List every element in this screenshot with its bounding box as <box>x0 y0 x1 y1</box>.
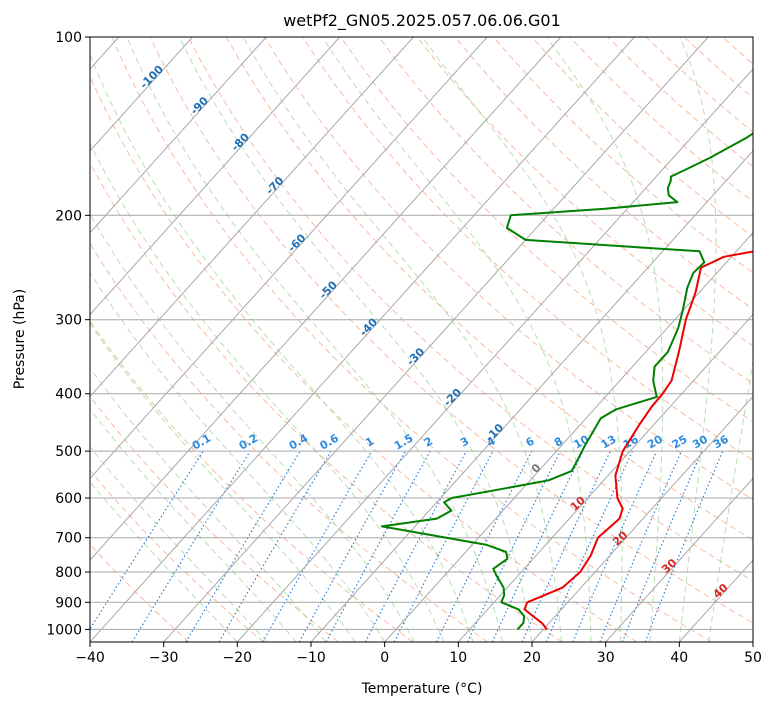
x-tick-label: −10 <box>296 650 326 666</box>
mixing-ratio-line <box>545 450 633 642</box>
moist-adiabat-line <box>421 37 623 642</box>
plot-background <box>90 37 753 642</box>
mixing-ratio-line <box>599 450 682 642</box>
isotherm-line <box>457 313 753 642</box>
x-tick-label: 0 <box>380 650 389 666</box>
moist-adiabat-line <box>90 322 356 642</box>
isotherm-line <box>90 37 635 642</box>
y-tick-label: 400 <box>55 387 82 403</box>
y-tick-label: 200 <box>55 208 82 224</box>
dry-adiabat-line <box>90 469 264 642</box>
mixing-ratio-line <box>364 450 467 642</box>
moist-adiabat-line <box>322 37 592 642</box>
isotherm-line <box>310 150 753 642</box>
moist-adiabat-line <box>90 445 268 642</box>
y-tick-label: 700 <box>55 531 82 547</box>
moist-adiabat-line <box>90 481 238 642</box>
isotherm-line <box>90 37 341 316</box>
mixing-ratio-line <box>644 450 724 642</box>
y-tick-label: 500 <box>55 444 82 460</box>
dewpoint-profile-line <box>380 132 753 631</box>
dry-adiabat-line <box>416 37 753 347</box>
moist-adiabat-line <box>178 37 533 642</box>
x-tick-label: −40 <box>75 650 105 666</box>
isotherm-line <box>90 37 562 561</box>
y-tick-label: 900 <box>55 595 82 611</box>
x-tick-label: 10 <box>449 650 467 666</box>
dry-adiabat-line <box>111 37 712 642</box>
moist-adiabat-line <box>242 37 562 642</box>
chart-title: wetPf2_GN05.2025.057.06.06.G01 <box>283 11 561 31</box>
profile-lines <box>380 132 753 631</box>
x-tick-label: 30 <box>597 650 615 666</box>
mixing-ratio-line <box>572 450 658 642</box>
x-tick-label: 20 <box>523 650 541 666</box>
x-axis-title: Temperature (°C) <box>361 681 483 697</box>
plot-frame <box>89 36 754 643</box>
y-tick-label: 600 <box>55 491 82 507</box>
moist-adiabat-line <box>126 37 503 642</box>
moist-adiabat-line <box>708 358 753 642</box>
moist-adiabat-line <box>546 37 664 642</box>
y-tick-label: 300 <box>55 313 82 329</box>
y-axis-title: Pressure (hPa) <box>12 289 28 389</box>
dry-adiabat-line <box>90 543 190 642</box>
mixing-ratio-line <box>435 450 533 642</box>
moist-adiabat-line <box>678 37 717 642</box>
mixing-ratio-line <box>298 450 406 642</box>
moist-adiabat-line <box>90 142 445 642</box>
isotherm-line <box>90 37 414 398</box>
dry-adiabat-line <box>454 37 753 310</box>
dry-adiabat-line <box>90 395 339 642</box>
moist-adiabat-line <box>90 367 327 642</box>
isotherm-line <box>752 641 753 642</box>
dry-adiabat-line <box>149 37 753 624</box>
y-axis: 100 200 300 400 500 600 700 800 900 1000 <box>46 30 90 638</box>
dry-adiabat-line <box>90 242 488 642</box>
y-tick-label: 800 <box>55 565 82 581</box>
y-tick-label: 1000 <box>46 622 82 638</box>
x-tick-label: 40 <box>670 650 688 666</box>
isotherm-line <box>90 37 488 480</box>
mixing-ratio-line <box>90 450 204 630</box>
isotherm-line <box>90 37 267 234</box>
x-tick-label: −30 <box>149 650 179 666</box>
isotherm-line <box>236 68 753 642</box>
x-tick-label: −20 <box>223 650 253 666</box>
x-tick-label: 50 <box>744 650 762 666</box>
isotherm-line <box>531 395 753 642</box>
isotherm-line <box>90 37 193 152</box>
dry-adiabat-line <box>90 161 563 642</box>
dry-adiabat-line <box>761 37 775 642</box>
mixing-ratio-line <box>621 450 703 642</box>
isotherm-line <box>163 37 709 642</box>
x-axis: −40 −30 −20 −10 0 10 20 30 40 50 <box>75 642 762 666</box>
background-lines <box>90 37 775 642</box>
isotherm-line <box>605 477 753 642</box>
mixing-ratio-line <box>325 450 431 642</box>
moist-adiabat-line <box>90 52 474 642</box>
y-tick-label: 100 <box>55 30 82 46</box>
isotherm-line <box>384 232 753 642</box>
moist-adiabat-line <box>90 271 386 642</box>
temperature-profile-line <box>523 250 753 631</box>
